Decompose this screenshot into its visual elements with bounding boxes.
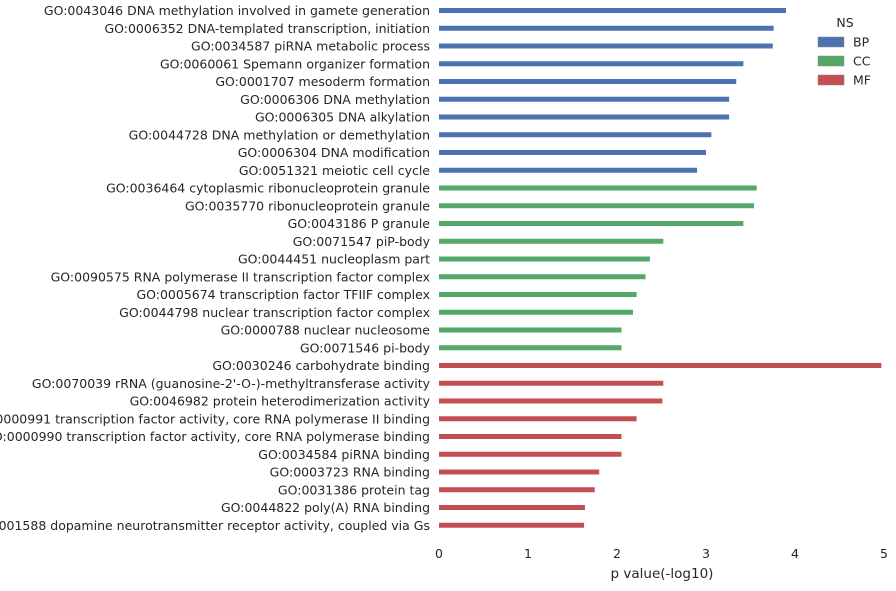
bar-mf: [439, 469, 600, 475]
bar-mf: [439, 522, 585, 528]
legend-label-bp: BP: [853, 35, 870, 50]
legend-swatch-bp: [817, 36, 845, 48]
category-labels: GO:0043046 DNA methylation involved in g…: [0, 3, 431, 533]
x-axis-label: p value(-log10): [611, 566, 714, 582]
bar-bp: [439, 96, 730, 102]
category-label: GO:0046982 protein heterodimerization ac…: [130, 394, 431, 409]
bar-cc: [439, 221, 744, 226]
category-label: GO:0044822 poly(A) RNA binding: [221, 500, 430, 515]
bar-mf: [439, 416, 637, 422]
category-label: GO:0070039 rRNA (guanosine-2'-O-)-methyl…: [32, 376, 431, 391]
bar-cc: [439, 345, 622, 351]
legend-label-cc: CC: [853, 54, 871, 69]
category-label: GO:0044728 DNA methylation or demethylat…: [129, 127, 430, 142]
category-label: GO:0000788 nuclear nucleosome: [221, 323, 431, 338]
category-label: GO:0060061 Spemann organizer formation: [160, 56, 430, 71]
bar-bp: [439, 114, 730, 120]
category-label: GO:0035770 ribonucleoprotein granule: [185, 198, 430, 213]
category-label: GO:0000990 transcription factor activity…: [0, 429, 430, 444]
legend-swatch-cc: [817, 55, 845, 67]
category-label: GO:0030246 carbohydrate binding: [212, 358, 430, 373]
bar-mf: [439, 434, 622, 439]
category-label: GO:0090575 RNA polymerase II transcripti…: [51, 269, 430, 284]
bar-mf: [439, 505, 585, 510]
category-label: GO:0034584 piRNA binding: [258, 447, 430, 462]
category-label: GO:0044451 nucleoplasm part: [238, 252, 430, 267]
category-label: GO:0001707 mesoderm formation: [215, 74, 430, 89]
x-tick-label: 2: [613, 546, 621, 561]
category-label: GO:0051321 meiotic cell cycle: [239, 163, 430, 178]
legend: NS BP CC MF: [817, 15, 871, 88]
category-label: GO:0000991 transcription factor activity…: [0, 411, 430, 426]
bar-mf: [439, 363, 882, 368]
x-axis: p value(-log10) 0 1 2 3 4 5: [435, 546, 888, 582]
x-tick-label: 0: [435, 546, 443, 561]
category-label: GO:0071546 pi-body: [300, 340, 431, 355]
bar-mf: [439, 398, 663, 404]
x-tick-label: 4: [791, 546, 799, 561]
legend-title: NS: [836, 15, 853, 30]
bar-cc: [439, 309, 634, 315]
category-label: GO:0006306 DNA methylation: [240, 92, 430, 107]
legend-label-mf: MF: [853, 73, 871, 88]
bars-layer: [439, 8, 882, 528]
bar-cc: [439, 238, 664, 244]
category-label: GO:0006305 DNA alkylation: [255, 110, 430, 125]
category-label: GO:0071547 piP-body: [293, 234, 431, 249]
category-label: GO:0005674 transcription factor TFIIF co…: [136, 287, 430, 302]
bar-bp: [439, 43, 773, 49]
category-label: GO:0036464 cytoplasmic ribonucleoprotein…: [106, 181, 430, 196]
bar-cc: [439, 292, 637, 297]
bar-cc: [439, 203, 755, 209]
bar-bp: [439, 25, 774, 31]
category-label: GO:0006304 DNA modification: [238, 145, 430, 160]
bar-mf: [439, 451, 622, 457]
bar-bp: [439, 167, 698, 173]
bar-bp: [439, 150, 706, 155]
category-label: GO:0043046 DNA methylation involved in g…: [44, 3, 430, 18]
legend-swatch-mf: [817, 74, 845, 86]
category-label: GO:0003723 RNA binding: [270, 465, 430, 480]
bar-mf: [439, 380, 664, 386]
bar-cc: [439, 274, 646, 280]
bar-cc: [439, 185, 757, 191]
bar-bp: [439, 61, 744, 67]
category-label: GO:0043186 P granule: [288, 216, 431, 231]
category-label: GO:0001588 dopamine neurotransmitter rec…: [0, 518, 430, 533]
bar-bp: [439, 132, 712, 138]
bar-bp: [439, 79, 737, 84]
bar-cc: [439, 327, 622, 333]
category-label: GO:0006352 DNA-templated transcription, …: [104, 21, 430, 36]
bar-bp: [439, 8, 787, 13]
x-tick-label: 5: [880, 546, 888, 561]
category-label: GO:0034587 piRNA metabolic process: [191, 39, 430, 54]
bar-cc: [439, 256, 650, 262]
category-label: GO:0031386 protein tag: [278, 482, 430, 497]
x-tick-label: 3: [702, 546, 710, 561]
category-label: GO:0044798 nuclear transcription factor …: [119, 305, 430, 320]
x-tick-label: 1: [524, 546, 532, 561]
bar-mf: [439, 487, 595, 493]
